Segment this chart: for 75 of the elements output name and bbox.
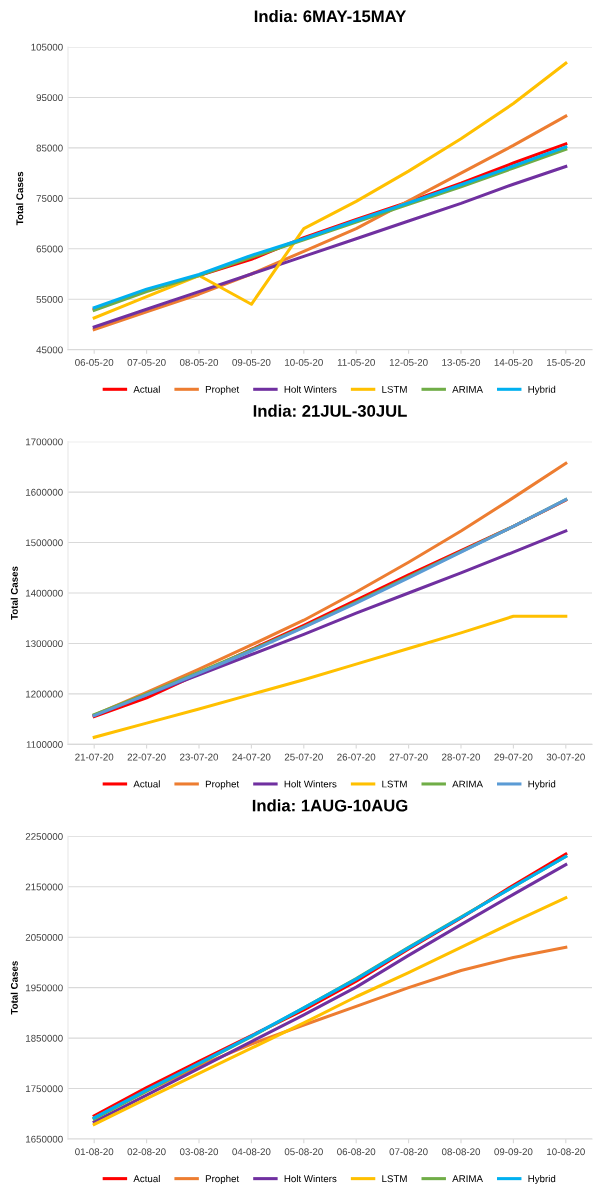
y-tick-label: 1700000 bbox=[26, 438, 63, 446]
x-tick-label: 06-08-20 bbox=[337, 1148, 376, 1156]
y-tick-label: 1200000 bbox=[26, 690, 63, 698]
y-tick-label: 1300000 bbox=[26, 640, 63, 648]
y-tick-label: 1500000 bbox=[26, 539, 63, 547]
y-tick-label: 1600000 bbox=[26, 488, 63, 496]
x-tick-label: 02-08-20 bbox=[127, 1148, 166, 1156]
chart-title: India: 21JUL-30JUL bbox=[253, 404, 407, 417]
legend-label: LSTM bbox=[382, 1175, 407, 1183]
x-tick-label: 25-07-20 bbox=[284, 753, 323, 761]
y-tick-label: 1850000 bbox=[26, 1034, 63, 1042]
legend-label: Prophet bbox=[205, 1174, 240, 1184]
legend-label: Hybrid bbox=[528, 780, 556, 790]
x-tick-label: 09-05-20 bbox=[232, 358, 271, 366]
y-axis-title: Total Cases bbox=[16, 171, 24, 226]
y-tick-label: 65000 bbox=[36, 245, 63, 253]
legend-label: ARIMA bbox=[452, 386, 483, 393]
legend-label: ARIMA bbox=[452, 1175, 483, 1183]
y-tick-label: 55000 bbox=[36, 295, 63, 303]
legend-label: Prophet bbox=[205, 385, 240, 395]
x-tick-label: 08-08-20 bbox=[441, 1148, 481, 1156]
y-tick-label: 2050000 bbox=[25, 933, 63, 941]
x-tick-label: 01-08-20 bbox=[75, 1148, 114, 1156]
x-tick-label: 29-07-20 bbox=[494, 753, 533, 761]
legend-label: LSTM bbox=[382, 385, 407, 393]
x-tick-label: 07-08-20 bbox=[389, 1148, 428, 1156]
x-tick-label: 14-05-20 bbox=[494, 358, 533, 366]
y-tick-label: 1100000 bbox=[26, 741, 63, 748]
y-tick-label: 45000 bbox=[36, 346, 63, 354]
x-tick-label: 12-05-20 bbox=[389, 358, 428, 366]
legend-label: LSTM bbox=[382, 780, 407, 788]
legend-label: Holt Winters bbox=[284, 780, 337, 788]
x-tick-label: 30-07-20 bbox=[546, 753, 585, 761]
y-axis-title: Total Cases bbox=[10, 961, 18, 1015]
y-tick-label: 2150000 bbox=[25, 883, 63, 891]
x-tick-label: 23-07-20 bbox=[180, 753, 219, 761]
x-tick-label: 10-05-20 bbox=[285, 358, 323, 366]
x-tick-label: 09-09-20 bbox=[494, 1148, 533, 1156]
legend-label: Hybrid bbox=[528, 1174, 556, 1184]
legend-label: Hybrid bbox=[528, 385, 556, 395]
x-tick-label: 13-05-20 bbox=[442, 358, 481, 366]
x-tick-label: 15-05-20 bbox=[547, 358, 585, 366]
x-tick-label: 24-07-20 bbox=[232, 753, 271, 761]
chart-title: India: 1AUG-10AUG bbox=[252, 799, 408, 812]
x-tick-label: 05-08-20 bbox=[284, 1148, 323, 1156]
x-tick-label: 21-07-20 bbox=[75, 753, 114, 761]
y-tick-label: 95000 bbox=[36, 94, 63, 102]
y-tick-label: 85000 bbox=[36, 144, 63, 152]
y-tick-label: 1650000 bbox=[26, 1135, 63, 1143]
x-tick-label: 07-05-20 bbox=[127, 358, 166, 366]
x-tick-label: 27-07-20 bbox=[389, 753, 428, 761]
y-tick-label: 75000 bbox=[36, 195, 63, 202]
legend-label: Actual bbox=[133, 1174, 160, 1183]
x-tick-label: 06-05-20 bbox=[75, 358, 114, 366]
x-tick-label: 28-07-20 bbox=[442, 753, 481, 761]
x-tick-label: 11-05-20 bbox=[337, 358, 375, 366]
x-tick-label: 08-05-20 bbox=[179, 358, 219, 366]
x-tick-label: 10-08-20 bbox=[547, 1148, 585, 1156]
legend-label: Actual bbox=[133, 780, 160, 788]
y-tick-label: 1950000 bbox=[26, 984, 63, 992]
y-tick-label: 1400000 bbox=[26, 589, 63, 597]
legend-label: Prophet bbox=[205, 780, 240, 790]
x-tick-label: 26-07-20 bbox=[337, 753, 376, 761]
y-tick-label: 2250000 bbox=[25, 833, 63, 840]
x-tick-label: 04-08-20 bbox=[232, 1148, 271, 1156]
x-tick-label: 03-08-20 bbox=[179, 1148, 219, 1156]
x-tick-label: 22-07-20 bbox=[127, 753, 166, 761]
y-tick-label: 105000 bbox=[31, 43, 63, 51]
y-tick-label: 1750000 bbox=[26, 1085, 63, 1093]
legend-label: ARIMA bbox=[452, 780, 483, 788]
legend-label: Actual bbox=[133, 385, 160, 393]
y-axis-title: Total Cases bbox=[10, 566, 18, 620]
legend-label: Holt Winters bbox=[284, 1174, 337, 1183]
chart-title: India: 6MAY-15MAY bbox=[254, 9, 407, 23]
legend-label: Holt Winters bbox=[284, 385, 337, 393]
